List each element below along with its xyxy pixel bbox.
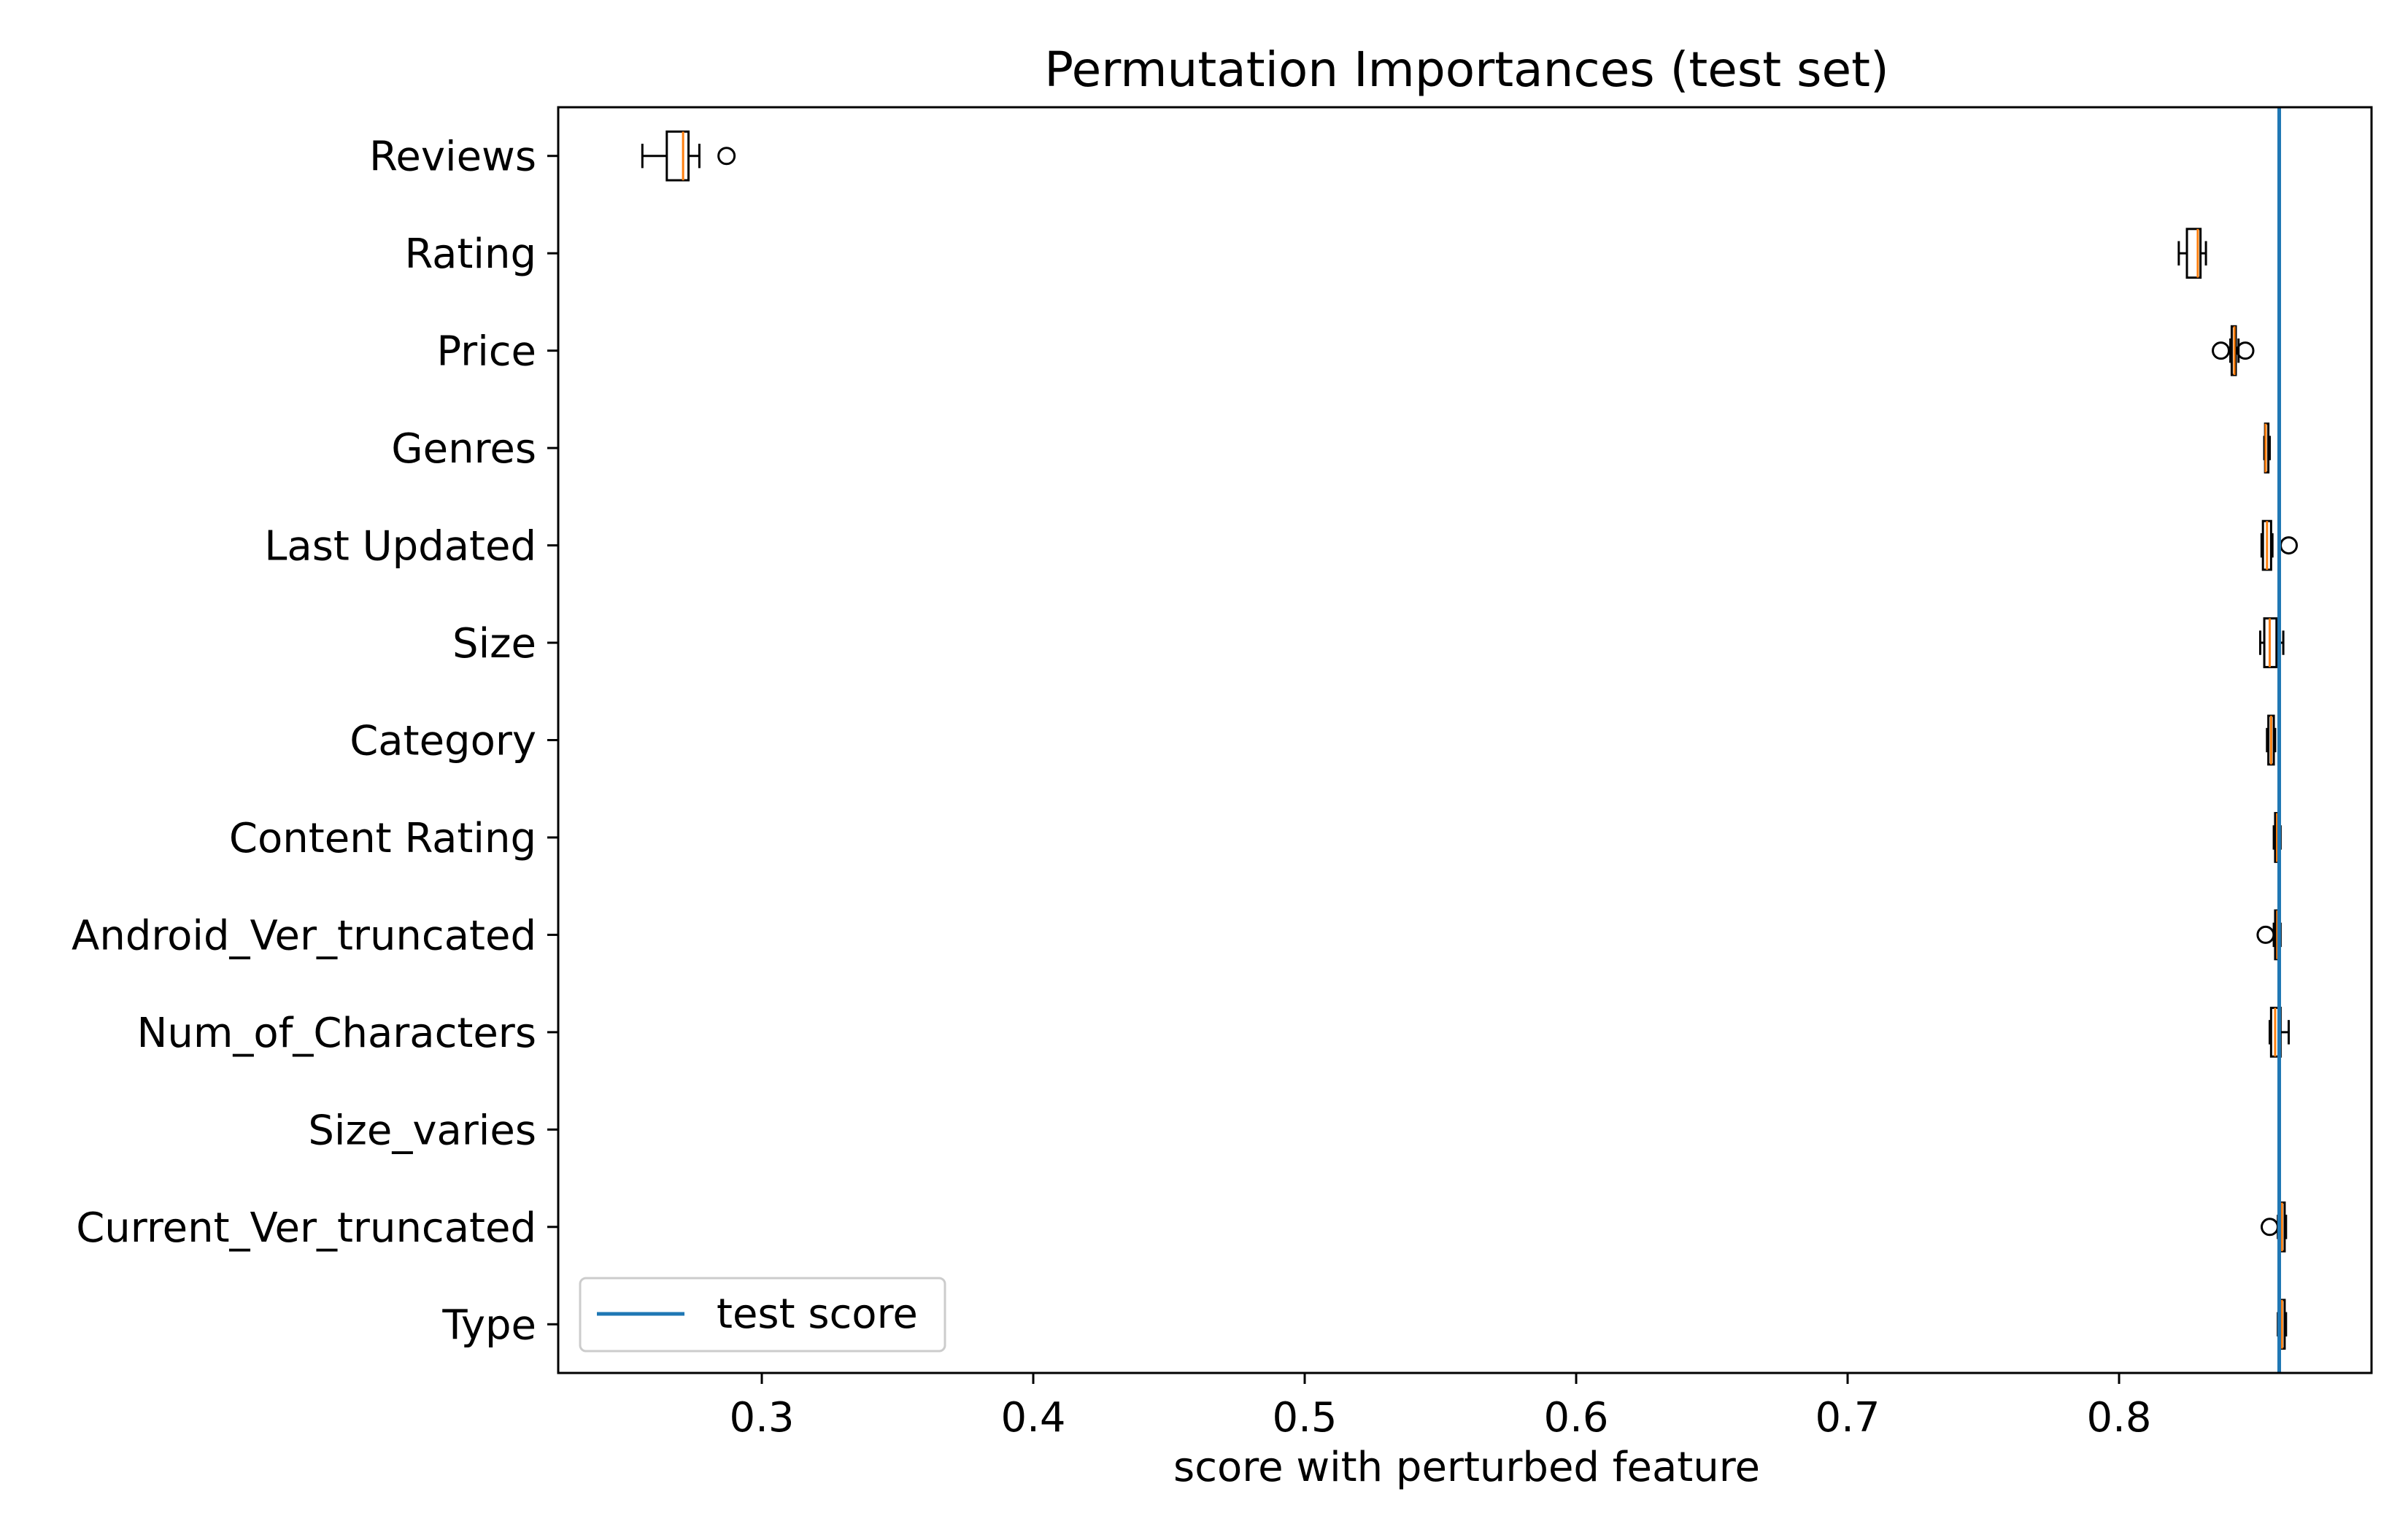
iqr-box-reviews xyxy=(665,130,690,182)
box-category xyxy=(2266,714,2277,766)
legend: test score xyxy=(579,1277,946,1353)
box-size xyxy=(2258,617,2285,668)
y-tick-label-num-of-characters: Num_of_Characters xyxy=(136,1010,536,1057)
y-tick-label-size: Size xyxy=(452,620,536,668)
legend-label-test-score: test score xyxy=(717,1291,918,1338)
y-tick-label-reviews: Reviews xyxy=(369,134,536,181)
box-reviews xyxy=(641,130,736,182)
y-tick-label-content-rating: Content Rating xyxy=(229,815,536,862)
x-axis-ticks: 0.3 0.4 0.5 0.6 0.7 0.8 xyxy=(729,1373,2152,1442)
x-tick-label-0-8: 0.8 xyxy=(2087,1394,2152,1442)
plot-frame xyxy=(557,106,2373,1374)
iqr-box-rating xyxy=(2185,228,2202,279)
x-axis-label: score with perturbed feature xyxy=(1173,1444,1760,1491)
box-genres xyxy=(2263,422,2271,473)
x-tick-label-0-4: 0.4 xyxy=(1000,1394,1065,1442)
outlier-price-1 xyxy=(2236,341,2255,360)
y-tick-label-type: Type xyxy=(441,1301,536,1349)
x-tick-label-0-6: 0.6 xyxy=(1543,1394,1608,1442)
y-tick-label-current-ver-truncated: Current_Ver_truncated xyxy=(76,1204,536,1252)
outlier-reviews-0 xyxy=(717,147,736,166)
y-tick-label-android-ver-truncated: Android_Ver_truncated xyxy=(72,912,536,959)
x-tick-label-0-3: 0.3 xyxy=(729,1394,794,1442)
box-price xyxy=(2212,325,2255,376)
y-tick-label-genres: Genres xyxy=(391,425,536,473)
y-tick-label-rating: Rating xyxy=(404,231,536,278)
y-tick-label-price: Price xyxy=(436,328,536,376)
box-rating xyxy=(2177,228,2207,279)
box-num-of-characters xyxy=(2268,1007,2291,1058)
outlier-android-ver-truncated-0 xyxy=(2256,925,2275,944)
x-tick-label-0-5: 0.5 xyxy=(1272,1394,1337,1442)
y-tick-label-size-varies: Size_varies xyxy=(308,1107,536,1154)
y-tick-label-last-updated: Last Updated xyxy=(264,523,536,570)
chart-title: Permutation Importances (test set) xyxy=(1044,42,1889,98)
outlier-price-0 xyxy=(2212,341,2231,360)
x-tick-label-0-7: 0.7 xyxy=(1815,1394,1880,1442)
legend-box xyxy=(579,1277,946,1353)
y-axis-ticks: Reviews Rating Price Genres Last Updated Size… xyxy=(72,134,558,1349)
y-tick-label-category: Category xyxy=(350,718,536,765)
